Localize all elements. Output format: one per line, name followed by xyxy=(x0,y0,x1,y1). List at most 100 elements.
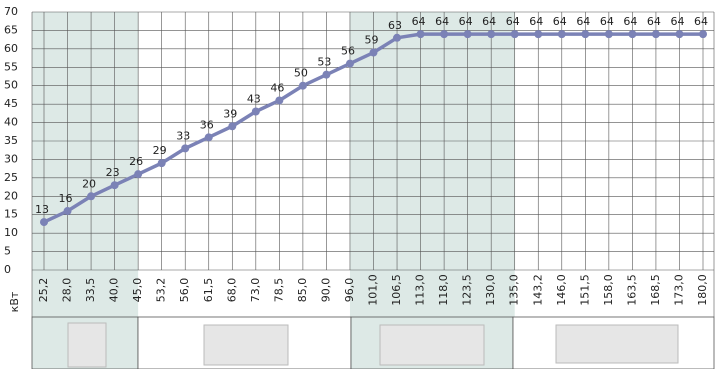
data-label: 13 xyxy=(35,203,49,216)
data-point xyxy=(298,81,307,90)
data-label: 46 xyxy=(270,81,284,94)
product-image xyxy=(67,322,107,368)
x-tick-label: 40,0 xyxy=(108,278,121,303)
y-tick-label: 25 xyxy=(4,171,18,184)
data-point xyxy=(416,30,425,39)
x-tick-label: 146,0 xyxy=(555,274,568,306)
shaded-band xyxy=(349,12,515,317)
y-tick-label: 70 xyxy=(4,5,18,18)
data-label: 64 xyxy=(412,15,426,28)
data-point xyxy=(63,207,72,216)
x-tick-label: 28,0 xyxy=(61,278,74,303)
data-label: 64 xyxy=(670,15,684,28)
y-tick-label: 60 xyxy=(4,42,18,55)
data-label: 64 xyxy=(529,15,543,28)
x-tick-label: 173,0 xyxy=(672,274,685,306)
x-tick-label: 106,5 xyxy=(390,274,403,306)
data-label: 64 xyxy=(694,15,708,28)
x-tick-label: 158,0 xyxy=(602,274,615,306)
x-tick-label: 180,0 xyxy=(696,274,709,306)
x-tick-label: 61,5 xyxy=(202,278,215,303)
data-label: 16 xyxy=(59,192,73,205)
data-label: 64 xyxy=(623,15,637,28)
data-point xyxy=(699,30,707,39)
x-tick-label: 130,0 xyxy=(484,274,497,306)
product-image xyxy=(555,324,679,364)
data-point xyxy=(40,218,48,227)
data-label: 64 xyxy=(459,15,473,28)
y-tick-label: 45 xyxy=(4,97,18,110)
data-point xyxy=(345,59,354,68)
x-tick-label: 25,2 xyxy=(37,278,50,303)
data-label: 20 xyxy=(82,177,96,190)
data-point xyxy=(87,192,96,201)
x-tick-label: 151,5 xyxy=(578,274,591,306)
product-images xyxy=(31,316,715,369)
data-point xyxy=(581,30,590,39)
data-point xyxy=(369,48,378,57)
x-tick-label: 96,0 xyxy=(343,278,356,303)
y-tick-label: 35 xyxy=(4,134,18,147)
x-tick-label: 33,5 xyxy=(84,278,97,303)
data-point xyxy=(534,30,543,39)
data-label: 36 xyxy=(200,118,214,131)
y-tick-label: 15 xyxy=(4,208,18,221)
x-tick-label: 85,0 xyxy=(296,278,309,303)
data-label: 39 xyxy=(223,107,237,120)
data-label: 43 xyxy=(247,93,261,106)
data-point xyxy=(228,122,237,131)
x-tick-label: 68,0 xyxy=(225,278,238,303)
x-tick-label: 113,0 xyxy=(414,274,427,306)
x-tick-label: 45,0 xyxy=(131,278,144,303)
data-point xyxy=(134,170,143,179)
y-tick-label: 65 xyxy=(4,23,18,36)
product-image xyxy=(379,324,485,366)
data-point xyxy=(628,30,637,39)
background xyxy=(32,12,515,317)
x-tick-label: 90,0 xyxy=(319,278,332,303)
y-tick-label: 0 xyxy=(4,263,11,276)
y-tick-label: 50 xyxy=(4,79,18,92)
x-tick-label: 135,0 xyxy=(508,274,521,306)
data-label: 23 xyxy=(106,166,120,179)
data-label: 64 xyxy=(435,15,449,28)
data-point xyxy=(181,144,190,153)
x-tick-label: 143,2 xyxy=(531,274,544,306)
data-label: 64 xyxy=(576,15,590,28)
data-label: 26 xyxy=(129,155,143,168)
y-tick-label: 55 xyxy=(4,60,18,73)
data-point xyxy=(463,30,472,39)
shaded-band xyxy=(32,12,139,317)
y-tick-label: 10 xyxy=(4,226,18,239)
x-tick-label: 123,5 xyxy=(461,274,474,306)
y-tick-label: 40 xyxy=(4,116,18,129)
data-point xyxy=(604,30,613,39)
x-tick-label: 53,2 xyxy=(155,278,168,303)
x-tick-label: 73,0 xyxy=(249,278,262,303)
data-point xyxy=(204,133,213,142)
y-tick-label: 20 xyxy=(4,189,18,202)
x-tick-label: 56,0 xyxy=(178,278,191,303)
y-tick-label: 5 xyxy=(4,245,11,258)
data-point xyxy=(322,70,331,79)
data-label: 64 xyxy=(482,15,496,28)
data-point xyxy=(110,181,119,190)
data-label: 50 xyxy=(294,67,308,80)
y-tick-label: 30 xyxy=(4,152,18,165)
data-label: 53 xyxy=(317,56,331,69)
data-point xyxy=(510,30,519,39)
x-tick-label: 78,5 xyxy=(272,278,285,303)
data-point xyxy=(487,30,496,39)
data-point xyxy=(675,30,684,39)
data-label: 63 xyxy=(388,19,402,32)
data-label: 64 xyxy=(553,15,567,28)
data-point xyxy=(275,96,284,105)
data-label: 56 xyxy=(341,45,355,58)
data-label: 64 xyxy=(506,15,520,28)
x-tick-label: 168,5 xyxy=(649,274,662,306)
x-tick-label: 163,5 xyxy=(625,274,638,306)
data-label: 64 xyxy=(600,15,614,28)
data-point xyxy=(393,33,402,42)
data-point xyxy=(157,159,166,168)
